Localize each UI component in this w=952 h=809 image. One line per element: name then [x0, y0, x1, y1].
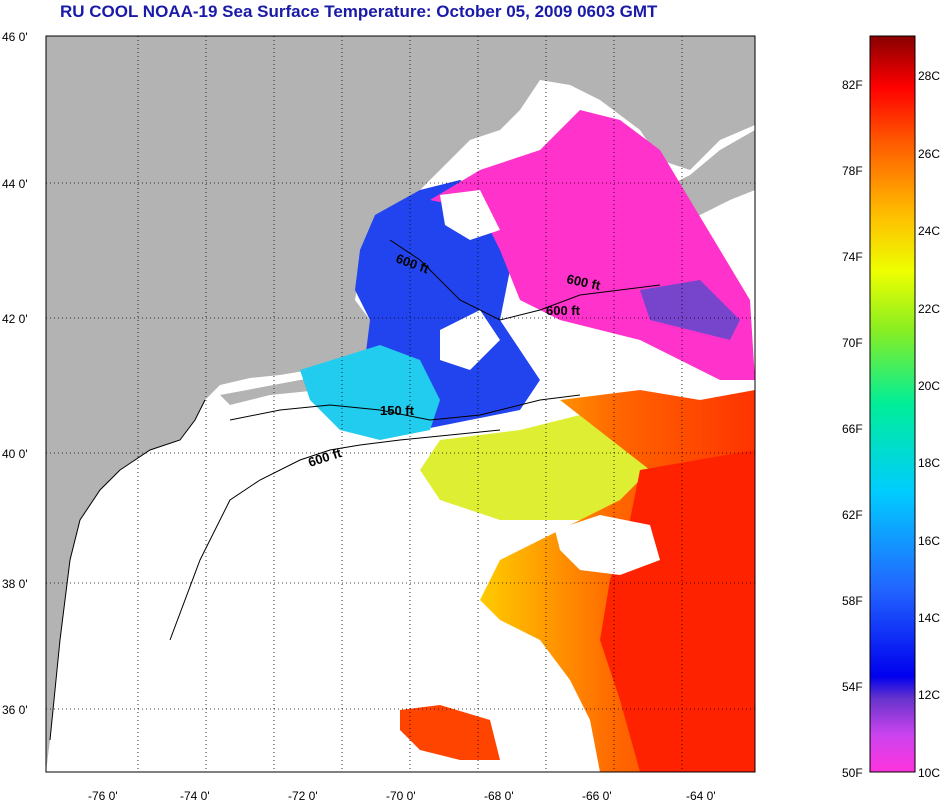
sst-cyan — [300, 345, 440, 440]
cloud-patch — [555, 515, 660, 575]
lat-label: 36 0' — [2, 703, 28, 717]
cbar-c-label: 12C — [918, 688, 940, 702]
cbar-c-label: 24C — [918, 224, 940, 238]
grid-lon — [137, 36, 683, 772]
lat-label: 42 0' — [2, 312, 28, 326]
colorbar — [869, 35, 916, 773]
cbar-f-label: 66F — [842, 422, 863, 436]
contour-150ft — [229, 394, 581, 421]
map-title: RU COOL NOAA-19 Sea Surface Temperature:… — [60, 2, 658, 21]
cbar-f-label: 70F — [842, 336, 863, 350]
contour-label: 600 ft — [565, 271, 602, 293]
cbar-f-label: 62F — [842, 508, 863, 522]
cloud-patch-2 — [440, 310, 500, 370]
lon-label: -68 0' — [484, 789, 514, 803]
cloud-patch-3 — [440, 190, 500, 240]
sst-purple — [640, 280, 740, 340]
cbar-f-label: 78F — [842, 164, 863, 178]
lon-label: -64 0' — [686, 789, 716, 803]
lat-label: 44 0' — [2, 177, 28, 191]
contour-label: 600 ft — [546, 303, 581, 318]
lon-label: -74 0' — [180, 789, 210, 803]
lat-label: 38 0' — [2, 577, 28, 591]
lat-label: 40 0' — [2, 447, 28, 461]
cbar-f-label: 54F — [842, 680, 863, 694]
contour-label: 150 ft — [380, 403, 415, 418]
colorbar-fahrenheit-labels: 82F 78F 74F 70F 66F 62F 58F 54F 50F — [842, 78, 863, 780]
cbar-c-label: 28C — [918, 69, 940, 83]
lon-label: -76 0' — [88, 789, 118, 803]
cbar-f-label: 50F — [842, 766, 863, 780]
land-us-east — [46, 36, 755, 772]
contour-600ft-north — [389, 239, 661, 321]
lon-label: -66 0' — [582, 789, 612, 803]
cbar-c-label: 18C — [918, 456, 940, 470]
cbar-c-label: 20C — [918, 379, 940, 393]
contour-600ft-south — [169, 429, 501, 641]
cbar-c-label: 22C — [918, 302, 940, 316]
lat-label: 46 0' — [2, 30, 28, 44]
lon-label: -70 0' — [386, 789, 416, 803]
cbar-c-label: 16C — [918, 534, 940, 548]
cbar-f-label: 58F — [842, 594, 863, 608]
land-long-island — [220, 375, 330, 405]
cbar-f-label: 82F — [842, 78, 863, 92]
colorbar-celsius-labels: 28C 26C 24C 22C 20C 18C 16C 14C 12C 10C — [918, 69, 940, 780]
coastline — [49, 399, 206, 741]
cbar-c-label: 14C — [918, 611, 940, 625]
cbar-c-label: 10C — [918, 766, 940, 780]
cbar-f-label: 74F — [842, 250, 863, 264]
sst-south-patch — [400, 705, 500, 760]
cbar-c-label: 26C — [918, 147, 940, 161]
lon-label: -72 0' — [288, 789, 318, 803]
